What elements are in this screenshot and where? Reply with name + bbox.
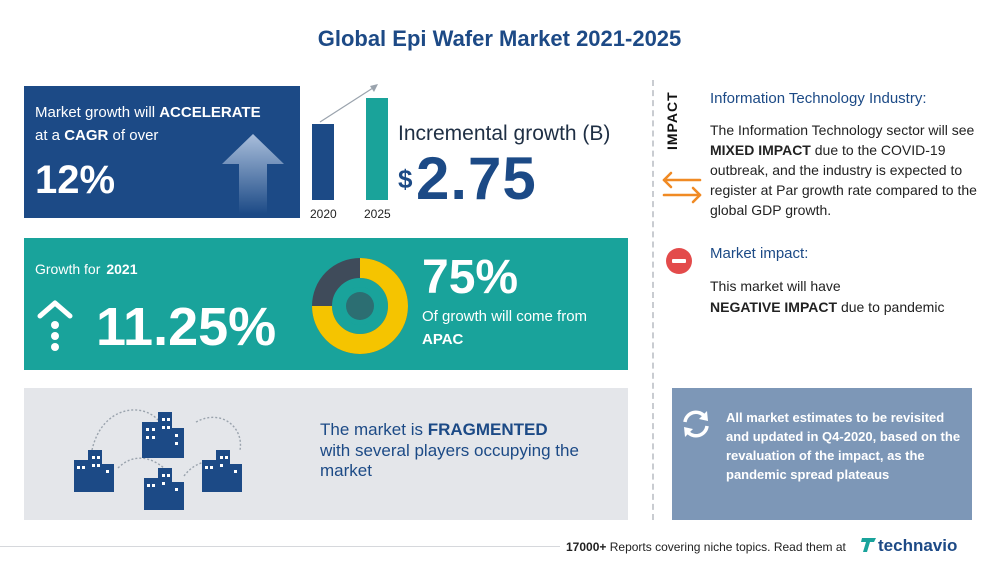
exchange-arrows-icon — [662, 171, 702, 204]
fragmented-line-3: market — [320, 461, 372, 480]
currency-symbol: $ — [398, 164, 413, 194]
cagr-value: 12% — [35, 158, 116, 202]
market-impact-title: Market impact: — [710, 245, 809, 262]
cagr-line-2: at a CAGR of over — [35, 127, 158, 144]
bar-2020 — [312, 124, 334, 200]
footer-text: 17000+ Reports covering niche topics. Re… — [566, 540, 846, 554]
cagr-accelerate: ACCELERATE — [159, 104, 261, 121]
it-industry-title: Information Technology Industry: — [710, 90, 927, 107]
refresh-icon — [683, 410, 709, 438]
fragmented-panel: The market is FRAGMENTED with several pl… — [24, 388, 628, 520]
technavio-logo-icon — [861, 538, 876, 552]
technavio-link[interactable]: technavio — [878, 536, 958, 555]
footer-count: 17000+ — [566, 540, 607, 554]
apac-share-text: Of growth will come from — [422, 308, 588, 325]
impact-vertical-label: IMPACT — [664, 91, 680, 150]
incremental-value: 2.75 — [416, 145, 537, 212]
growth-up-icon — [37, 300, 73, 351]
cagr-line1-prefix: Market growth will — [35, 104, 156, 121]
page-title: Global Epi Wafer Market 2021-2025 — [317, 26, 682, 51]
yoy-label: Growth for 2021 — [35, 261, 138, 277]
buildings-network-icon — [74, 409, 242, 510]
fragmented-strong: FRAGMENTED — [427, 420, 548, 439]
fragmented-line-1: The market is FRAGMENTED — [320, 420, 548, 440]
yoy-panel: Growth for 2021 11.25% 75% Of growth will… — [24, 238, 628, 370]
up-arrow-icon — [222, 134, 284, 214]
apac-region: APAC — [422, 331, 464, 348]
cagr-line2-prefix: at a — [35, 127, 61, 144]
market-impact-line2: NEGATIVE IMPACT due to pandemic — [710, 297, 944, 318]
incremental-label: Incremental growth (B) — [398, 122, 611, 145]
bar-label-2025: 2025 — [364, 207, 391, 221]
apac-share-pct: 75% — [422, 251, 519, 304]
column-divider — [652, 80, 654, 520]
estimates-note-panel: All market estimates to be revisited and… — [672, 388, 972, 520]
it-body-part1: The Information Technology sector will s… — [710, 122, 975, 138]
negative-impact-icon — [666, 248, 692, 274]
market-impact-strong: NEGATIVE IMPACT — [710, 299, 838, 315]
fragmented-prefix: The market is — [320, 420, 423, 439]
footer-caption: Reports covering niche topics. Read them… — [609, 540, 846, 554]
incremental-bars: 2020 2025 — [306, 80, 396, 225]
it-industry-body: The Information Technology sector will s… — [710, 120, 995, 220]
it-body-strong: MIXED IMPACT — [710, 142, 811, 158]
market-impact-body: This market will have NEGATIVE IMPACT du… — [710, 276, 944, 318]
cagr-panel: Market growth will ACCELERATE at a CAGR … — [24, 86, 300, 218]
it-body-part2: due to the COVID-19 outbreak, and the in… — [710, 142, 977, 218]
yoy-year: 2021 — [106, 261, 138, 277]
market-impact-line1: This market will have — [710, 278, 841, 294]
estimates-note-text: All market estimates to be revisited and… — [726, 410, 961, 482]
yoy-value: 11.25% — [96, 297, 277, 357]
market-impact-suffix: due to pandemic — [840, 299, 945, 315]
yoy-label-text: Growth for — [35, 261, 101, 277]
footer-rule — [0, 546, 560, 547]
apac-share-donut — [312, 258, 408, 354]
trend-arrow-icon — [319, 84, 378, 123]
cagr-line-1: Market growth will ACCELERATE — [35, 104, 261, 121]
cagr-line2-suffix: of over — [112, 127, 159, 144]
fragmented-line-2: with several players occupying the — [320, 441, 579, 460]
bar-2025 — [366, 98, 388, 200]
cagr-label: CAGR — [64, 127, 109, 144]
bar-label-2020: 2020 — [310, 207, 337, 221]
